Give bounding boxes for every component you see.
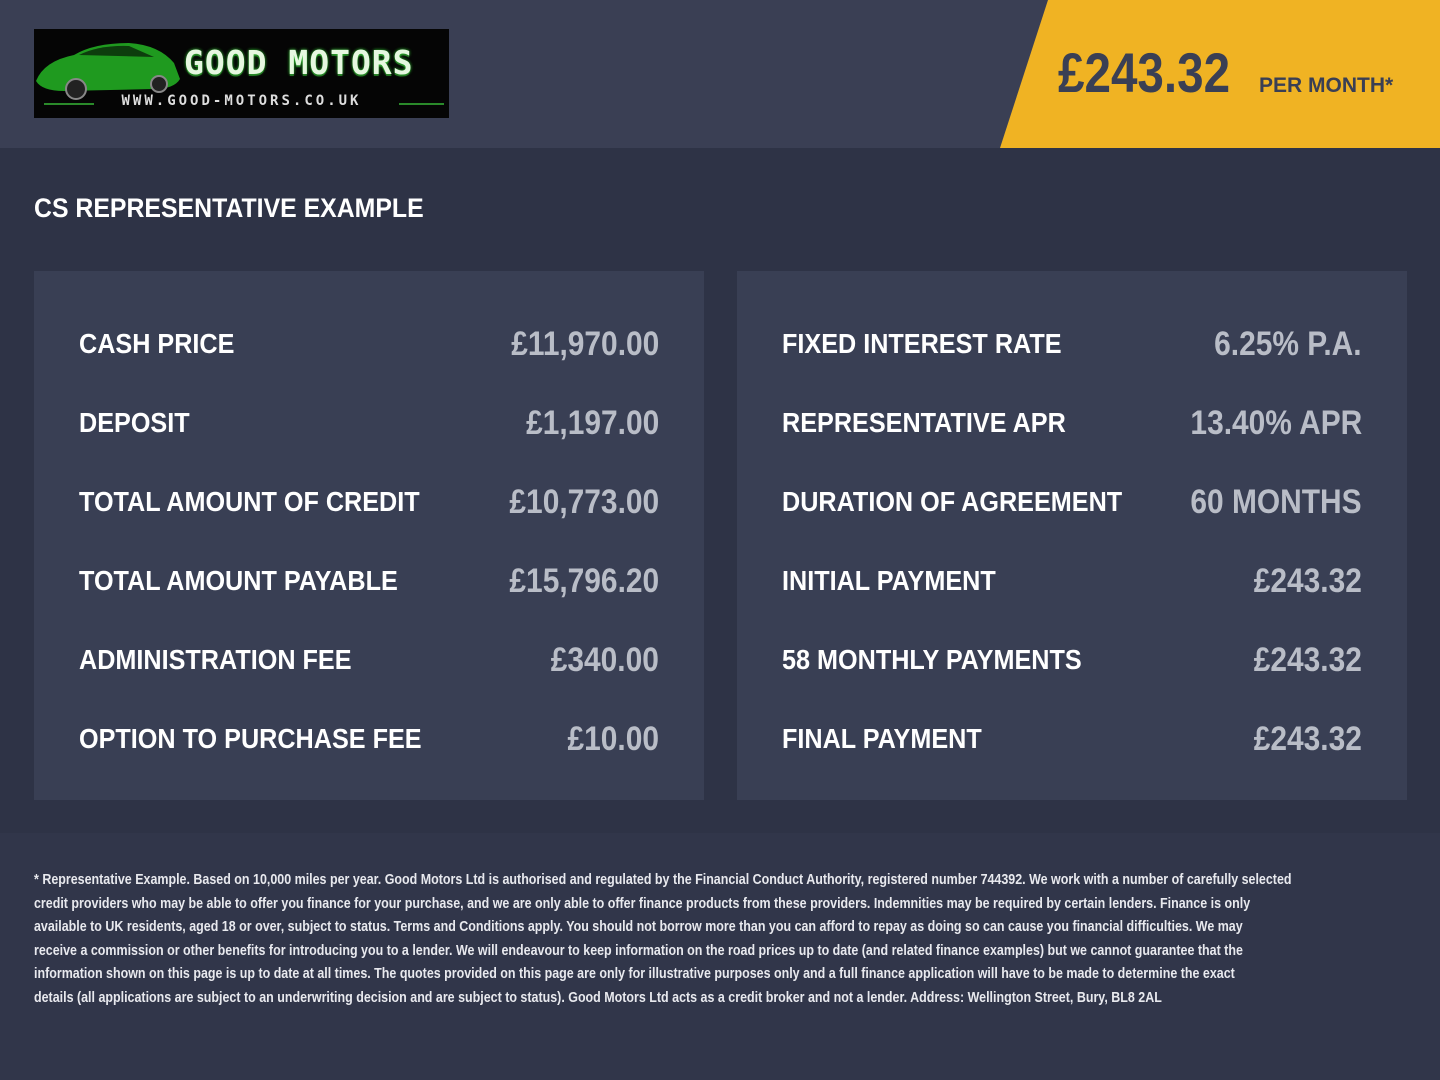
finance-row: ADMINISTRATION FEE £340.00	[79, 640, 659, 680]
finance-row: DURATION OF AGREEMENT 60 MONTHS	[782, 482, 1362, 522]
finance-row: FIXED INTEREST RATE 6.25% P.A.	[782, 324, 1362, 364]
finance-row: OPTION TO PURCHASE FEE £10.00	[79, 719, 659, 759]
disclaimer-line: available to UK residents, aged 18 or ov…	[34, 919, 1243, 936]
finance-row: REPRESENTATIVE APR 13.40% APR	[782, 403, 1362, 443]
row-value: £15,796.20	[509, 561, 659, 600]
finance-row: 58 MONTHLY PAYMENTS £243.32	[782, 640, 1362, 680]
finance-row: TOTAL AMOUNT PAYABLE £15,796.20	[79, 561, 659, 601]
disclaimer-line: credit providers who may be able to offe…	[34, 895, 1251, 912]
row-label: FINAL PAYMENT	[782, 723, 982, 754]
car-icon	[36, 43, 444, 105]
row-label: INITIAL PAYMENT	[782, 565, 996, 596]
finance-details-left: CASH PRICE £11,970.00 DEPOSIT £1,197.00 TOTA…	[34, 271, 704, 800]
finance-details-right: FIXED INTEREST RATE 6.25% P.A. REPRESENTAT…	[737, 271, 1407, 800]
row-label: DEPOSIT	[79, 407, 190, 438]
logo-url: WWW.GOOD-MOTORS.CO.UK	[121, 93, 362, 109]
row-label: ADMINISTRATION FEE	[79, 644, 352, 675]
row-label: FIXED INTEREST RATE	[782, 328, 1062, 359]
row-label: TOTAL AMOUNT OF CREDIT	[79, 486, 420, 517]
disclaimer: * Representative Example. Based on 10,00…	[34, 869, 1324, 1011]
row-label: REPRESENTATIVE APR	[782, 407, 1066, 438]
row-value: £340.00	[550, 640, 659, 679]
section-title: CS REPRESENTATIVE EXAMPLE	[34, 193, 424, 223]
footer: * Representative Example. Based on 10,00…	[0, 833, 1440, 1080]
row-value: 6.25% P.A.	[1214, 324, 1362, 363]
header: GOOD MOTORS WWW.GOOD-MOTORS.CO.UK £243.3…	[0, 0, 1440, 148]
disclaimer-line: details (all applications are subject to…	[34, 989, 1162, 1006]
row-value: £243.32	[1253, 640, 1362, 679]
logo[interactable]: GOOD MOTORS WWW.GOOD-MOTORS.CO.UK	[34, 29, 449, 118]
row-value: £10,773.00	[509, 482, 659, 521]
per-month-label: PER MONTH*	[1259, 74, 1394, 97]
row-label: DURATION OF AGREEMENT	[782, 486, 1123, 517]
finance-row: CASH PRICE £11,970.00	[79, 324, 659, 364]
row-value: 13.40% APR	[1190, 403, 1362, 442]
disclaimer-line: information shown on this page is up to …	[34, 966, 1235, 983]
row-value: £243.32	[1253, 719, 1362, 758]
finance-row: TOTAL AMOUNT OF CREDIT £10,773.00	[79, 482, 659, 522]
disclaimer-line: * Representative Example. Based on 10,00…	[34, 872, 1292, 888]
row-label: TOTAL AMOUNT PAYABLE	[79, 565, 398, 596]
row-value: £10.00	[567, 719, 659, 758]
row-label: OPTION TO PURCHASE FEE	[79, 723, 422, 754]
logo-title: GOOD MOTORS	[184, 43, 414, 82]
row-value: 60 MONTHS	[1190, 482, 1362, 521]
finance-row: FINAL PAYMENT £243.32	[782, 719, 1362, 759]
row-value: £11,970.00	[510, 324, 659, 363]
monthly-price: £243.32	[1058, 41, 1231, 104]
finance-row: INITIAL PAYMENT £243.32	[782, 561, 1362, 601]
monthly-price-banner: £243.32 PER MONTH*	[1000, 0, 1440, 148]
row-value: £1,197.00	[525, 403, 659, 442]
row-value: £243.32	[1253, 561, 1362, 600]
finance-row: DEPOSIT £1,197.00	[79, 403, 659, 443]
row-label: 58 MONTHLY PAYMENTS	[782, 644, 1082, 675]
disclaimer-line: receive a commission or other benefits f…	[34, 942, 1243, 959]
row-label: CASH PRICE	[79, 328, 235, 359]
